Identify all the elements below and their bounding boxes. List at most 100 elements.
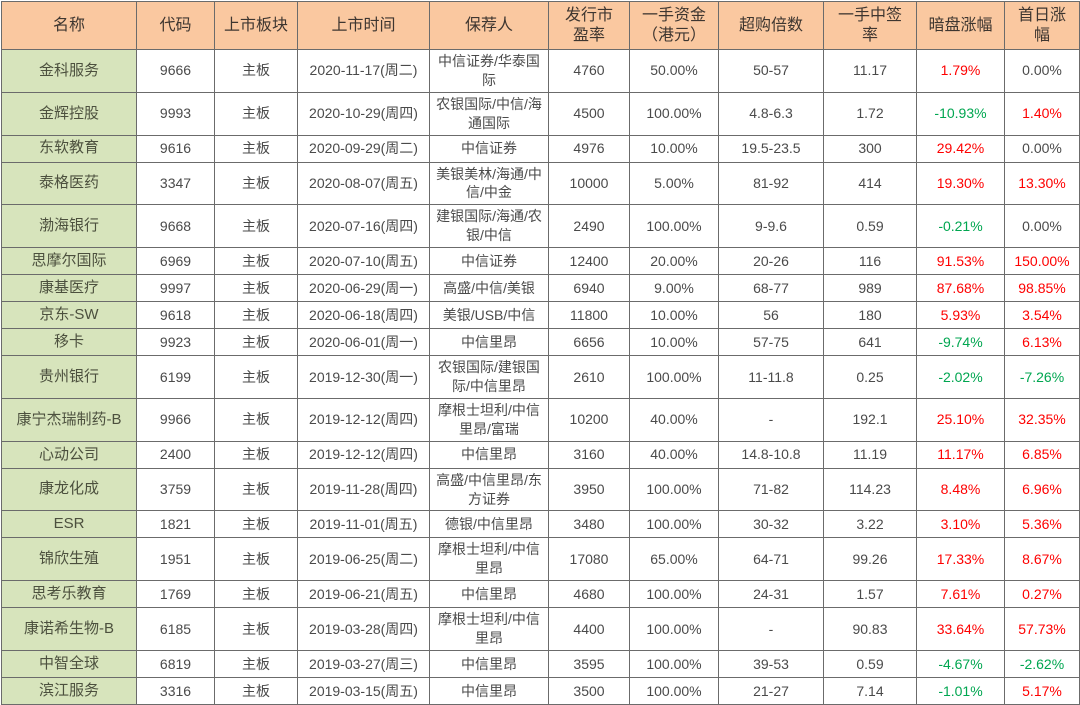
- column-header-board: 上市板块: [214, 1, 298, 50]
- cell-sponsor: 中信里昂: [429, 328, 549, 357]
- cell-lot-capital: 100.00%: [629, 580, 719, 609]
- table-row: 锦欣生殖 1951 主板 2019-06-25(周二) 摩根士坦利/中信里昂 17080 6…: [1, 537, 1080, 582]
- cell-board: 主板: [214, 91, 298, 136]
- cell-name: ESR: [1, 510, 137, 539]
- cell-dark: 19.30%: [916, 161, 1005, 206]
- cell-first: 1.40%: [1004, 91, 1080, 136]
- table-row: 思考乐教育 1769 主板 2019-06-21(周五) 中信里昂 4680 100.00%…: [1, 580, 1080, 609]
- cell-code: 1951: [136, 537, 215, 582]
- cell-name: 中智全球: [1, 650, 137, 679]
- cell-name: 锦欣生殖: [1, 537, 137, 582]
- cell-first: 6.13%: [1004, 328, 1080, 357]
- table-row: 康龙化成 3759 主板 2019-11-28(周四) 高盛/中信里昂/东方证券 3950…: [1, 467, 1080, 512]
- cell-date: 2020-06-01(周一): [297, 328, 430, 357]
- header-row: 名称 代码 上市板块 上市时间 保荐人 发行市 盈率 一手资金 （港元） 超购倍…: [1, 1, 1080, 50]
- cell-code: 6185: [136, 607, 215, 652]
- cell-sponsor: 高盛/中信里昂/东方证券: [429, 467, 549, 512]
- column-header-issue-pe: 发行市 盈率: [548, 1, 630, 50]
- cell-sponsor: 摩根士坦利/中信里昂: [429, 537, 549, 582]
- cell-pe: 4680: [548, 580, 630, 609]
- cell-sponsor: 建银国际/海通/农银/中信: [429, 204, 549, 249]
- cell-code: 9993: [136, 91, 215, 136]
- table-row: 金辉控股 9993 主板 2020-10-29(周四) 农银国际/中信/海通国际 4500…: [1, 91, 1080, 136]
- cell-board: 主板: [214, 161, 298, 206]
- cell-win-rate: 180: [823, 301, 917, 330]
- cell-lot-capital: 10.00%: [629, 328, 719, 357]
- cell-sponsor: 中信里昂: [429, 650, 549, 679]
- cell-first: 0.27%: [1004, 580, 1080, 609]
- cell-date: 2019-03-15(周五): [297, 677, 430, 705]
- cell-first: 8.67%: [1004, 537, 1080, 582]
- cell-dark: 25.10%: [916, 397, 1005, 442]
- table-row: 心动公司 2400 主板 2019-12-12(周四) 中信里昂 3160 40.00% 14…: [1, 440, 1080, 469]
- cell-name: 泰格医药: [1, 161, 137, 206]
- cell-oversub: 50-57: [718, 49, 824, 93]
- cell-first: 150.00%: [1004, 247, 1080, 276]
- cell-board: 主板: [214, 510, 298, 539]
- column-header-oversub: 超购倍数: [718, 1, 824, 50]
- cell-first: 0.00%: [1004, 134, 1080, 163]
- cell-date: 2019-12-30(周一): [297, 355, 430, 399]
- cell-dark: -9.74%: [916, 328, 1005, 357]
- cell-sponsor: 中信里昂: [429, 580, 549, 609]
- cell-date: 2019-03-27(周三): [297, 650, 430, 679]
- cell-lot-capital: 100.00%: [629, 355, 719, 399]
- cell-name: 心动公司: [1, 440, 137, 469]
- cell-win-rate: 192.1: [823, 397, 917, 442]
- cell-name: 康基医疗: [1, 274, 137, 303]
- cell-code: 2400: [136, 440, 215, 469]
- cell-date: 2020-10-29(周四): [297, 91, 430, 136]
- cell-first: 5.36%: [1004, 510, 1080, 539]
- table-row: 康基医疗 9997 主板 2020-06-29(周一) 高盛/中信/美银 6940 9.00…: [1, 274, 1080, 303]
- cell-pe: 6656: [548, 328, 630, 357]
- cell-lot-capital: 100.00%: [629, 91, 719, 136]
- cell-oversub: 30-32: [718, 510, 824, 539]
- cell-date: 2020-09-29(周二): [297, 134, 430, 163]
- cell-win-rate: 1.72: [823, 91, 917, 136]
- cell-dark: 91.53%: [916, 247, 1005, 276]
- cell-win-rate: 0.25: [823, 355, 917, 399]
- cell-board: 主板: [214, 580, 298, 609]
- cell-date: 2020-06-29(周一): [297, 274, 430, 303]
- cell-oversub: 21-27: [718, 677, 824, 705]
- cell-oversub: 9-9.6: [718, 204, 824, 249]
- cell-first: 5.17%: [1004, 677, 1080, 705]
- cell-pe: 3950: [548, 467, 630, 512]
- cell-sponsor: 高盛/中信/美银: [429, 274, 549, 303]
- cell-first: -7.26%: [1004, 355, 1080, 399]
- cell-win-rate: 11.17: [823, 49, 917, 93]
- cell-dark: 5.93%: [916, 301, 1005, 330]
- cell-sponsor: 中信证券: [429, 134, 549, 163]
- cell-name: 贵州银行: [1, 355, 137, 399]
- cell-lot-capital: 100.00%: [629, 677, 719, 705]
- cell-name: 思考乐教育: [1, 580, 137, 609]
- cell-name: 康宁杰瑞制药-B: [1, 397, 137, 442]
- column-header-name: 名称: [1, 1, 137, 50]
- table-row: 贵州银行 6199 主板 2019-12-30(周一) 农银国际/建银国际/中信里昂 26…: [1, 355, 1080, 399]
- cell-board: 主板: [214, 397, 298, 442]
- table-row: ESR 1821 主板 2019-11-01(周五) 德银/中信里昂 3480 100.00…: [1, 510, 1080, 539]
- cell-sponsor: 中信证券: [429, 247, 549, 276]
- column-header-win-rate: 一手中签 率: [823, 1, 917, 50]
- cell-board: 主板: [214, 467, 298, 512]
- cell-lot-capital: 9.00%: [629, 274, 719, 303]
- cell-oversub: 39-53: [718, 650, 824, 679]
- table-body: 金科服务 9666 主板 2020-11-17(周二) 中信证券/华泰国际 4760 50.…: [1, 49, 1080, 705]
- cell-dark: -0.21%: [916, 204, 1005, 249]
- cell-first: 0.00%: [1004, 204, 1080, 249]
- cell-code: 9616: [136, 134, 215, 163]
- cell-pe: 17080: [548, 537, 630, 582]
- column-header-list-date: 上市时间: [297, 1, 430, 50]
- cell-code: 6969: [136, 247, 215, 276]
- cell-oversub: 19.5-23.5: [718, 134, 824, 163]
- cell-pe: 11800: [548, 301, 630, 330]
- cell-name: 金科服务: [1, 49, 137, 93]
- cell-pe: 2610: [548, 355, 630, 399]
- cell-board: 主板: [214, 204, 298, 249]
- cell-win-rate: 116: [823, 247, 917, 276]
- cell-sponsor: 摩根士坦利/中信里昂/富瑞: [429, 397, 549, 442]
- cell-oversub: 68-77: [718, 274, 824, 303]
- cell-code: 1821: [136, 510, 215, 539]
- cell-pe: 4500: [548, 91, 630, 136]
- cell-name: 东软教育: [1, 134, 137, 163]
